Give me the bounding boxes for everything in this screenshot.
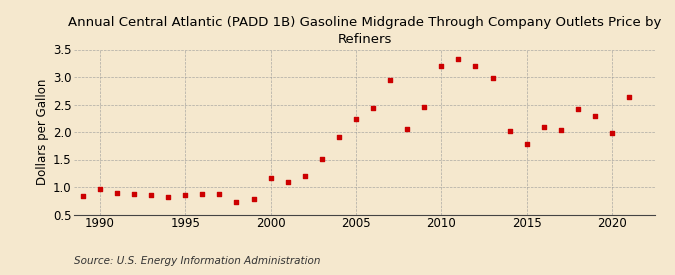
Point (624, 95, 634, 100)
Title: Annual Central Atlantic (PADD 1B) Gasoline Midgrade Through Company Outlets Pric: Annual Central Atlantic (PADD 1B) Gasoli… (68, 16, 662, 46)
Point (419, 104, 430, 109)
Point (589, 113, 600, 118)
Point (214, 191, 225, 196)
Point (180, 193, 190, 197)
Point (111, 191, 122, 195)
Point (333, 135, 344, 139)
Point (231, 200, 242, 205)
Point (572, 107, 583, 112)
Point (402, 127, 412, 131)
Point (539, 125, 549, 129)
Point (470, 64, 481, 68)
Point (78, 194, 88, 199)
Point (368, 106, 379, 110)
Y-axis label: Dollars per Gallon: Dollars per Gallon (36, 79, 49, 185)
Point (282, 180, 293, 184)
Point (453, 57, 464, 61)
Point (265, 176, 276, 180)
Text: Source: U.S. Energy Information Administration: Source: U.S. Energy Information Administ… (74, 256, 321, 266)
Point (299, 174, 310, 178)
Point (129, 192, 140, 196)
Point (95, 186, 105, 191)
Point (350, 117, 361, 122)
Point (607, 130, 618, 135)
Point (385, 78, 396, 82)
Point (248, 197, 259, 201)
Point (487, 75, 498, 80)
Point (197, 192, 208, 196)
Point (163, 195, 173, 199)
Point (436, 64, 447, 68)
Point (556, 128, 566, 132)
Point (504, 129, 515, 133)
Point (521, 142, 532, 146)
Point (146, 193, 157, 197)
Point (317, 157, 327, 161)
